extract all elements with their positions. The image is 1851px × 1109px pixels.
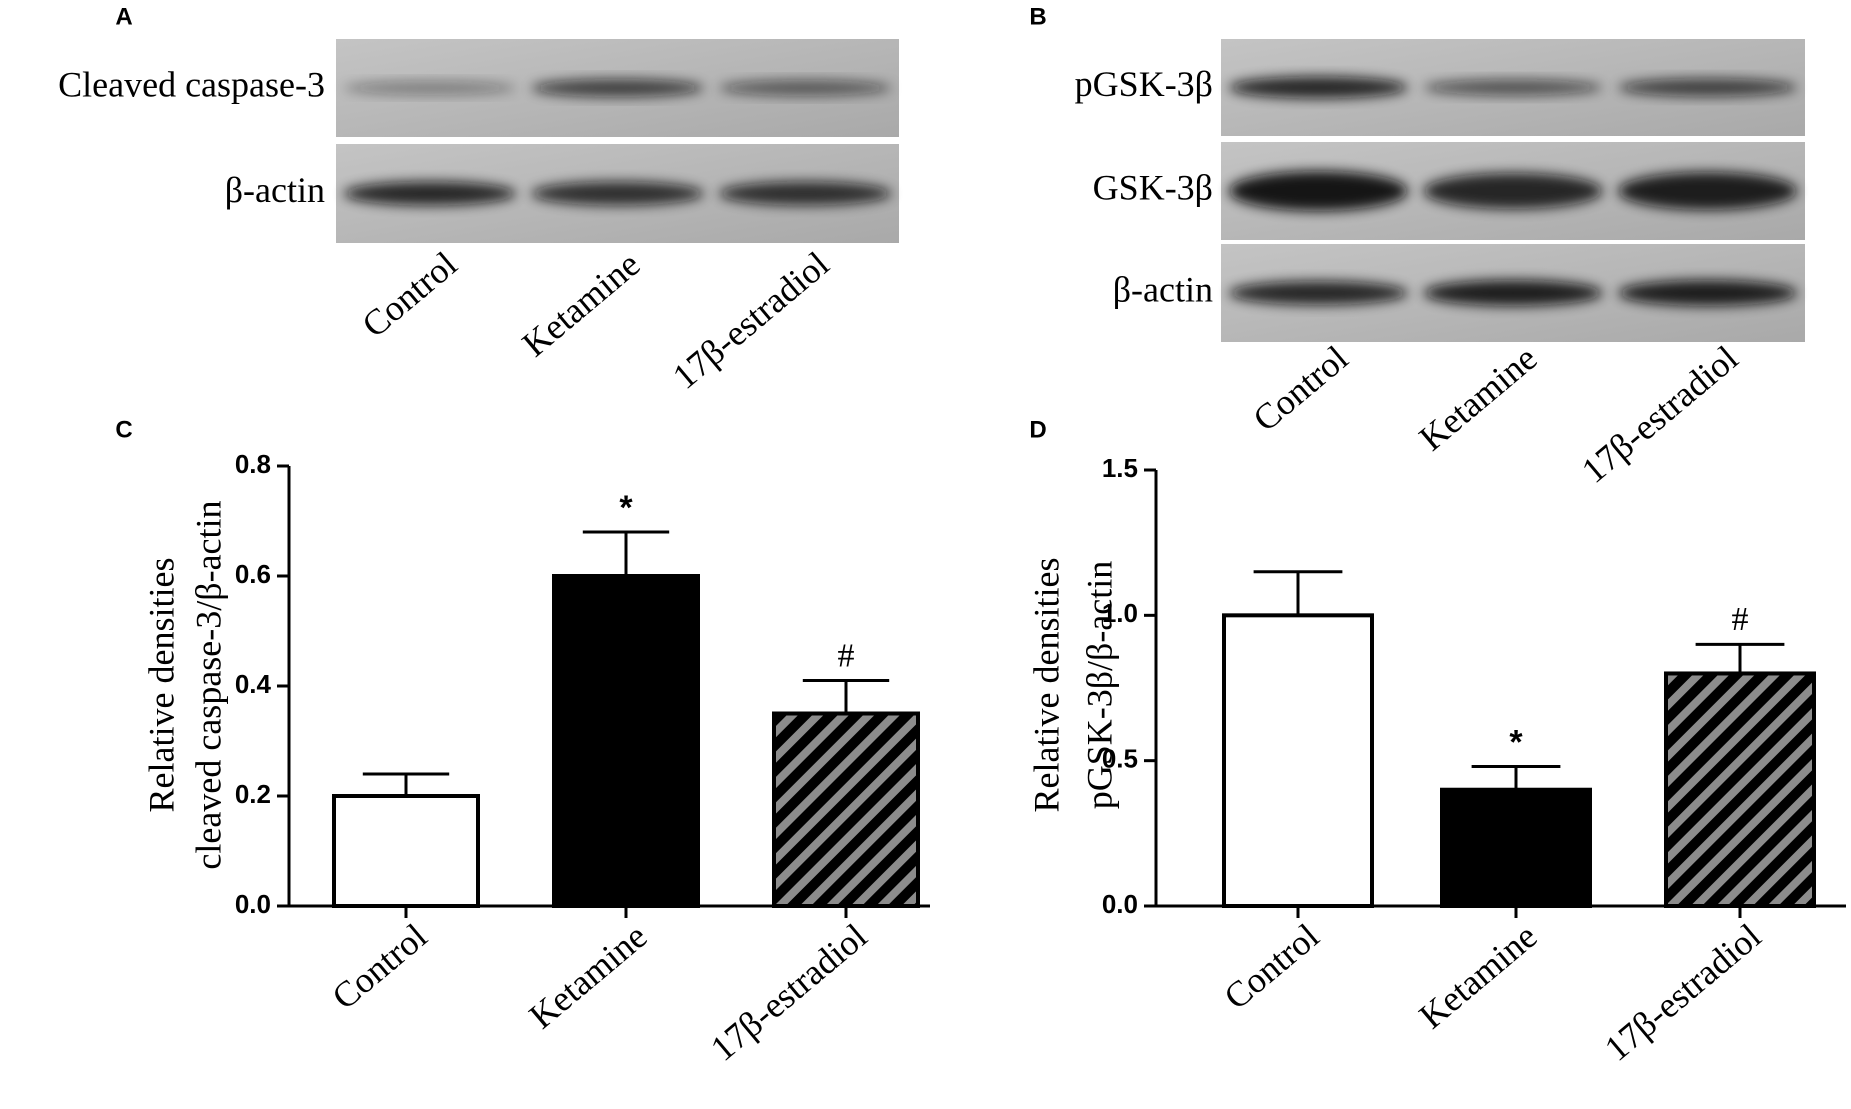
- blot-band: [531, 79, 704, 97]
- blot-band: [1228, 281, 1408, 305]
- panel-letter: D: [1029, 416, 1046, 443]
- blot-row-label: GSK-3β: [1093, 167, 1213, 207]
- bar: [1664, 671, 1816, 909]
- y-tick-label: 0.0: [1102, 889, 1138, 919]
- lane-label: Ketamine: [515, 244, 648, 365]
- lane-label: Ketamine: [1412, 338, 1545, 459]
- y-tick-label: 0.4: [235, 669, 272, 699]
- lane-label: 17β-estradiol: [1574, 338, 1745, 491]
- significance-mark: #: [1732, 601, 1749, 638]
- bar: [332, 794, 480, 908]
- y-tick-label: 0.5: [1102, 744, 1138, 774]
- lane-label: Control: [354, 244, 464, 345]
- x-tick-label: Control: [324, 916, 434, 1017]
- bar: [772, 711, 920, 908]
- blot-band: [1423, 79, 1603, 96]
- y-tick-label: 1.5: [1102, 453, 1138, 483]
- lane-label: 17β-estradiol: [665, 244, 836, 397]
- blot-band: [531, 181, 704, 206]
- significance-mark: *: [1509, 723, 1523, 761]
- blot-band: [1228, 76, 1408, 99]
- panel-letter: C: [115, 416, 132, 443]
- blot-row-label: β-actin: [225, 170, 325, 210]
- y-tick-label: 0.8: [235, 449, 271, 479]
- x-tick-label: Ketamine: [1412, 916, 1545, 1037]
- x-tick-label: Control: [1216, 916, 1326, 1017]
- y-axis-label: Relative densities: [141, 558, 181, 813]
- blot-band: [1618, 280, 1798, 306]
- bar: [1222, 613, 1374, 908]
- blot-band: [718, 80, 892, 96]
- y-tick-label: 1.0: [1102, 598, 1138, 628]
- bar: [1440, 787, 1592, 909]
- x-tick-label: 17β-estradiol: [703, 916, 874, 1069]
- significance-mark: *: [619, 489, 633, 527]
- blot-band: [1618, 78, 1798, 97]
- y-axis-label: cleaved caspase-3/β-actin: [188, 500, 228, 869]
- x-tick-label: 17β-estradiol: [1597, 916, 1768, 1069]
- x-tick-label: Ketamine: [522, 916, 655, 1037]
- blot-row-label: pGSK-3β: [1075, 64, 1213, 104]
- blot-band: [1618, 172, 1798, 210]
- blot-band: [1228, 171, 1408, 211]
- lane-label: Control: [1245, 338, 1355, 439]
- blot-band: [343, 81, 517, 95]
- y-tick-label: 0.0: [235, 889, 271, 919]
- y-tick-label: 0.6: [235, 559, 271, 589]
- y-tick-label: 0.2: [235, 779, 271, 809]
- blot-band: [1423, 280, 1603, 306]
- significance-mark: #: [838, 637, 855, 674]
- blot-row-label: β-actin: [1113, 269, 1213, 309]
- blot-row-label: Cleaved caspase-3: [58, 64, 325, 104]
- bar: [552, 574, 700, 908]
- panel-letter: B: [1029, 3, 1046, 30]
- panel-letter: A: [115, 3, 132, 30]
- y-axis-label: Relative densities: [1026, 558, 1066, 813]
- blot-band: [1423, 173, 1603, 209]
- blot-band: [343, 181, 517, 206]
- blot-band: [718, 181, 892, 206]
- y-axis-label: pGSK-3β/β-actin: [1079, 561, 1119, 810]
